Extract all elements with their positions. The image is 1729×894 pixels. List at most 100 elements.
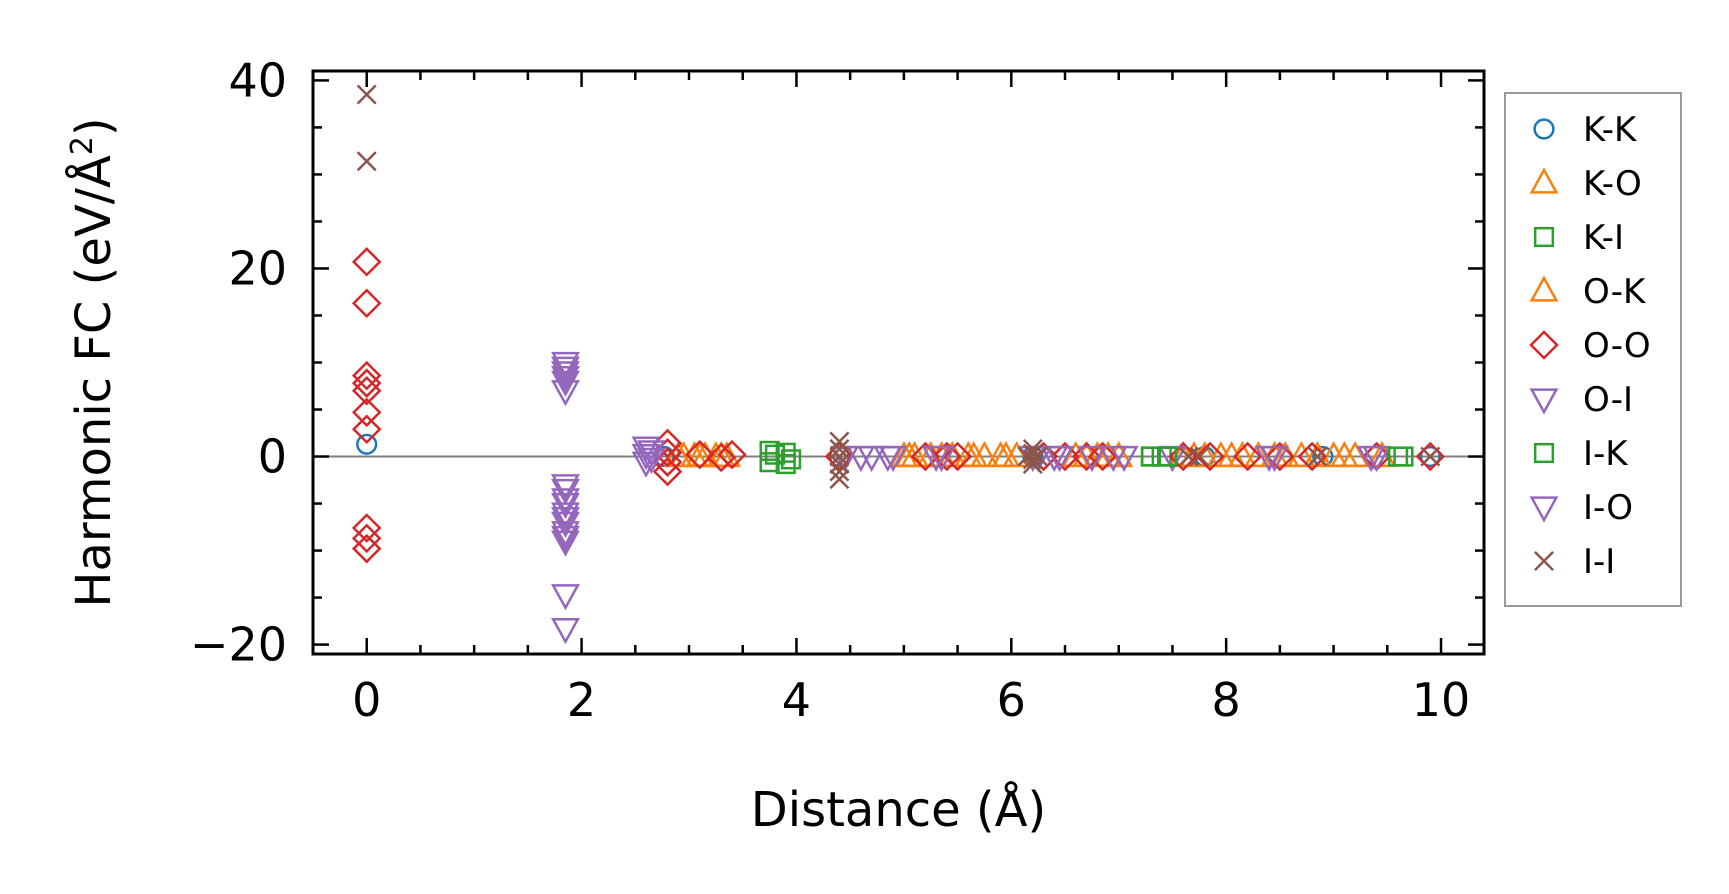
legend-label: I-O [1583, 488, 1633, 528]
data-point-o-o [351, 523, 382, 554]
legend-label: I-K [1583, 434, 1629, 474]
data-point-i-i [1028, 446, 1049, 467]
data-point-i-o [1356, 445, 1386, 473]
y-tick-label: 0 [258, 430, 287, 484]
legend-label: K-I [1583, 218, 1624, 258]
data-point-o-o [351, 247, 382, 277]
data-point-i-k [1387, 446, 1409, 467]
axis-ticks [313, 71, 1484, 654]
data-point-o-o [351, 375, 382, 406]
data-point-i-k [780, 449, 802, 470]
data-point-k-i [759, 440, 780, 461]
data-point-o-i [550, 618, 580, 645]
legend-marker-i-o [1529, 496, 1559, 523]
legend-label: O-I [1583, 380, 1633, 420]
legend-marker-k-i [1533, 226, 1555, 248]
data-point-i-i [829, 454, 850, 475]
x-tick-label: 4 [782, 673, 811, 727]
data-point-i-i [1307, 446, 1328, 467]
legend-label: K-K [1583, 110, 1638, 150]
legend-label: K-O [1583, 164, 1642, 204]
data-point-o-i [550, 370, 580, 397]
data-point-o-o [910, 441, 941, 472]
data-point-o-o [1265, 441, 1295, 472]
data-point-i-k [1140, 446, 1162, 467]
data-point-o-o [824, 441, 855, 472]
plot-frame [311, 69, 1486, 656]
legend-marker-o-i [1529, 388, 1559, 415]
data-point-i-o [1109, 445, 1139, 473]
data-point-i-i [829, 431, 850, 452]
legend: K-K K-O K-I O-K O-O O-I I-K I-O I-I [1504, 92, 1682, 607]
legend-marker-i-k [1533, 442, 1555, 464]
data-point-o-i [550, 511, 580, 538]
y-tick-label: 40 [228, 53, 287, 107]
data-point-i-o [878, 445, 908, 473]
data-point-i-k [764, 444, 786, 465]
y-axis-label-main: Harmonic FC (eV/Å [65, 155, 122, 608]
data-point-k-o [1286, 440, 1316, 468]
data-point-i-o [1045, 445, 1075, 473]
data-point-k-k [1419, 445, 1441, 468]
data-points [351, 84, 1446, 645]
data-point-i-o [857, 445, 887, 473]
data-point-i-o [550, 356, 580, 383]
series-i-k [764, 444, 1409, 470]
data-point-o-o [351, 513, 382, 543]
data-point-i-o [636, 447, 666, 474]
data-point-i-i [356, 84, 377, 105]
legend-label: O-O [1583, 326, 1651, 366]
data-point-k-k [356, 433, 378, 455]
series-o-i [550, 351, 1392, 645]
x-tick-label: 2 [567, 673, 596, 727]
data-point-o-i [631, 444, 661, 471]
x-tick-label: 10 [1412, 673, 1471, 727]
data-point-i-o [927, 445, 956, 473]
data-point-i-o [550, 478, 580, 506]
data-point-o-k [991, 440, 1021, 468]
legend-marker-i-i [1534, 551, 1554, 571]
y-tick-label: 20 [228, 241, 287, 295]
plot-content [313, 84, 1484, 645]
x-axis-label: Distance (Å) [751, 781, 1046, 838]
data-point-o-o [1232, 441, 1263, 472]
axis-tick-labels: 0 2 4 6 8 10 −20 0 20 40 [190, 53, 1470, 727]
series-i-i [356, 84, 1441, 490]
data-point-i-i [829, 439, 850, 459]
data-point-o-o [351, 533, 382, 564]
data-point-o-i [550, 351, 580, 379]
data-point-o-o [1415, 441, 1446, 472]
data-point-o-i [550, 361, 580, 388]
data-point-o-o [684, 439, 715, 470]
legend-marker-k-o [1529, 167, 1559, 194]
data-point-i-o [1077, 445, 1107, 473]
data-point-o-o [1195, 441, 1225, 472]
x-tick-label: 6 [997, 673, 1026, 727]
data-point-o-k [706, 440, 736, 468]
legend-marker-k-k [1533, 118, 1555, 140]
data-point-o-o [351, 414, 382, 445]
data-point-o-o [652, 456, 683, 487]
data-point-o-k [1329, 440, 1359, 468]
data-point-i-i [1022, 449, 1043, 470]
data-point-o-o [351, 360, 382, 391]
data-point-i-i [1189, 446, 1210, 467]
data-point-o-o [706, 442, 737, 473]
y-axis-label: Harmonic FC (eV/Å2) [65, 117, 122, 607]
data-point-i-i [829, 446, 850, 467]
data-point-i-i [829, 469, 850, 490]
data-point-i-o [550, 365, 580, 393]
data-point-o-o [717, 439, 747, 470]
x-tick-label: 8 [1212, 673, 1241, 727]
legend-marker-o-o [1529, 330, 1559, 360]
data-point-k-i [775, 442, 796, 463]
data-point-i-o [550, 525, 580, 553]
y-axis-label-superscript: 2 [65, 136, 100, 155]
data-point-i-i [356, 151, 377, 172]
data-point-o-o [1087, 441, 1118, 472]
y-tick-label: −20 [190, 618, 287, 672]
data-point-k-o [1243, 440, 1273, 468]
data-point-i-k [1156, 446, 1178, 467]
data-point-o-o [1050, 441, 1080, 472]
data-point-i-o [636, 440, 666, 467]
